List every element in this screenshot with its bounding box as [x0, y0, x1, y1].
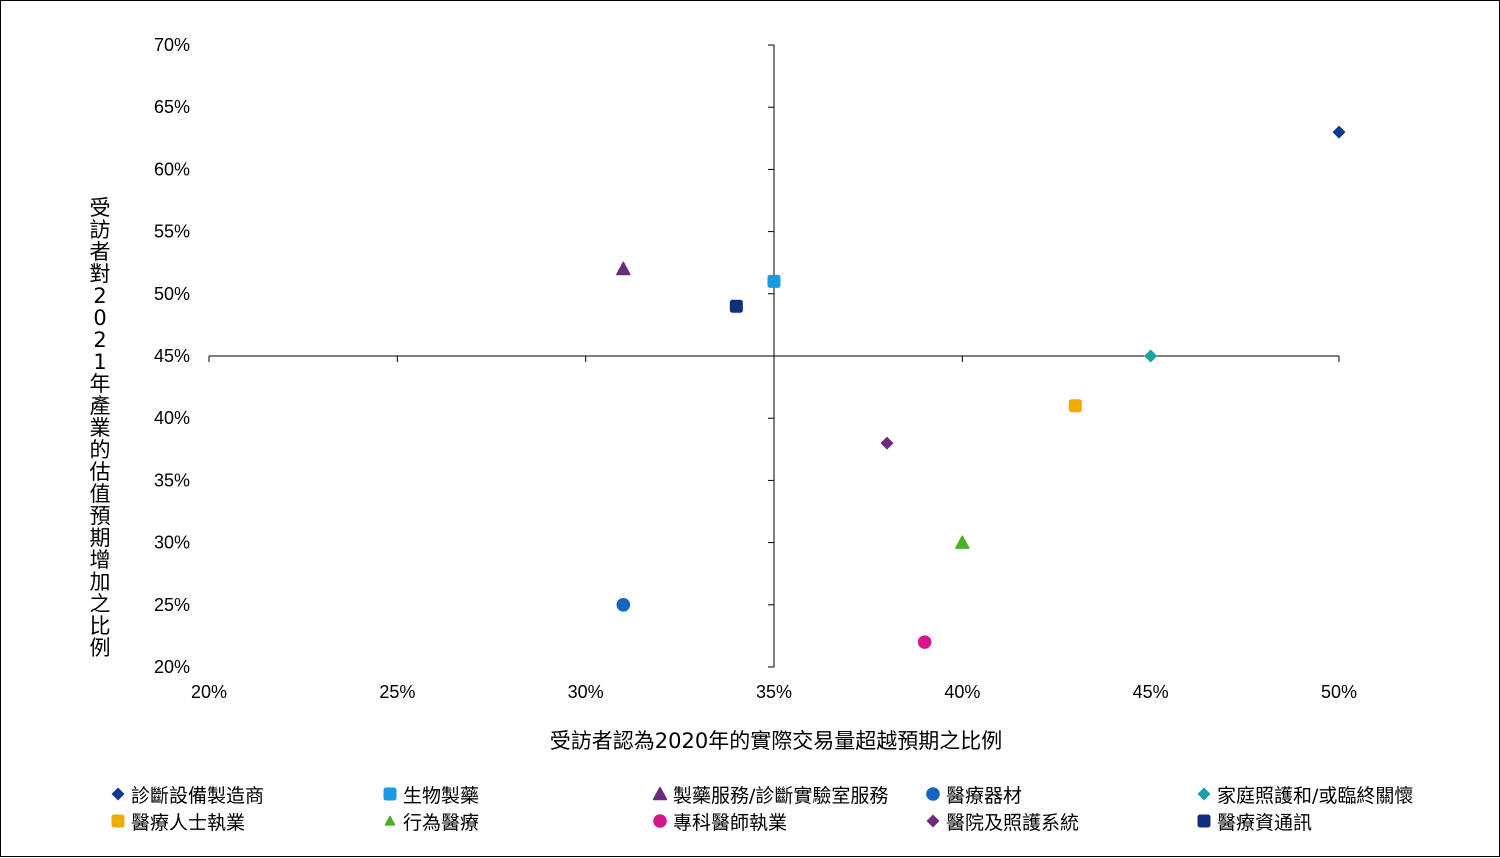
- legend-marker-icon: [926, 814, 940, 828]
- legend-item: 生物製藥: [381, 781, 479, 807]
- y-tick-label: 50%: [154, 284, 190, 304]
- legend-marker-icon: [384, 815, 396, 826]
- y-tick-label: 55%: [154, 222, 190, 242]
- legend-label: 醫療器材: [946, 784, 1023, 807]
- data-point-4: [1144, 349, 1158, 363]
- legend-item: 醫療資通訊: [1195, 808, 1312, 834]
- legend-marker-icon: [653, 814, 667, 828]
- y-tick-label: 30%: [154, 533, 190, 553]
- data-point-6: [955, 535, 970, 549]
- legend-label: 製藥服務/診斷實驗室服務: [673, 784, 889, 807]
- legend-item: 醫療器材: [924, 781, 1022, 807]
- legend-label: 生物製藥: [403, 784, 480, 807]
- data-point-9: [729, 299, 743, 313]
- legend-label: 診斷設備製造商: [131, 784, 265, 807]
- y-tick-label: 45%: [154, 346, 190, 366]
- legend-marker-icon: [1197, 787, 1211, 801]
- y-tick-label: 65%: [154, 97, 190, 117]
- data-point-2: [616, 261, 631, 276]
- legend-item: 行為醫療: [381, 808, 479, 834]
- legend-label: 專科醫師執業: [673, 811, 788, 834]
- legend-item: 製藥服務/診斷實驗室服務: [651, 781, 888, 807]
- data-point-8: [880, 436, 894, 450]
- data-point-3: [616, 598, 631, 612]
- data-point-1: [767, 274, 781, 288]
- legend-label: 行為醫療: [403, 811, 480, 834]
- x-tick-label: 45%: [1133, 682, 1169, 702]
- x-tick-label: 20%: [191, 682, 227, 702]
- x-tick-label: 30%: [568, 682, 604, 702]
- legend-marker-icon: [652, 786, 668, 801]
- x-tick-label: 25%: [379, 682, 415, 702]
- legend-item: 醫療人士執業: [109, 808, 245, 834]
- legend-label: 醫療資通訊: [1217, 811, 1313, 834]
- legend-label: 醫院及照護系統: [946, 811, 1080, 834]
- y-tick-label: 35%: [154, 470, 190, 490]
- legend: 診斷設備製造商 生物製藥 製藥服務/診斷實驗室服務 醫療器材 家庭照護和/或臨終關懷 醫療…: [109, 781, 1499, 841]
- data-point-0: [1332, 125, 1346, 139]
- x-axis-title: 受訪者認為2020年的實際交易量超越預期之比例: [550, 729, 1002, 753]
- legend-marker-icon: [1197, 814, 1211, 828]
- legend-label: 家庭照護和/或臨終關懷: [1217, 784, 1414, 807]
- y-axis-title: 受訪者對2021年產業的估值預期增加之比例: [89, 196, 111, 660]
- x-tick-label: 50%: [1321, 682, 1357, 702]
- legend-item: 專科醫師執業: [651, 808, 787, 834]
- legend-item: 醫院及照護系統: [924, 808, 1079, 834]
- y-tick-label: 70%: [154, 35, 190, 55]
- y-tick-label: 60%: [154, 159, 190, 179]
- legend-marker-icon: [111, 787, 125, 801]
- data-point-5: [1068, 399, 1082, 413]
- legend-item: 診斷設備製造商: [109, 781, 264, 807]
- y-tick-label: 25%: [154, 595, 190, 615]
- data-point-7: [917, 635, 932, 649]
- legend-marker-icon: [383, 787, 397, 801]
- legend-item: 家庭照護和/或臨終關懷: [1195, 781, 1413, 807]
- legend-marker-icon: [926, 787, 940, 801]
- x-tick-label: 40%: [944, 682, 980, 702]
- x-tick-label: 35%: [756, 682, 792, 702]
- legend-label: 醫療人士執業: [131, 811, 246, 834]
- legend-marker-icon: [111, 814, 125, 828]
- y-tick-label: 20%: [154, 657, 190, 677]
- y-tick-label: 40%: [154, 408, 190, 428]
